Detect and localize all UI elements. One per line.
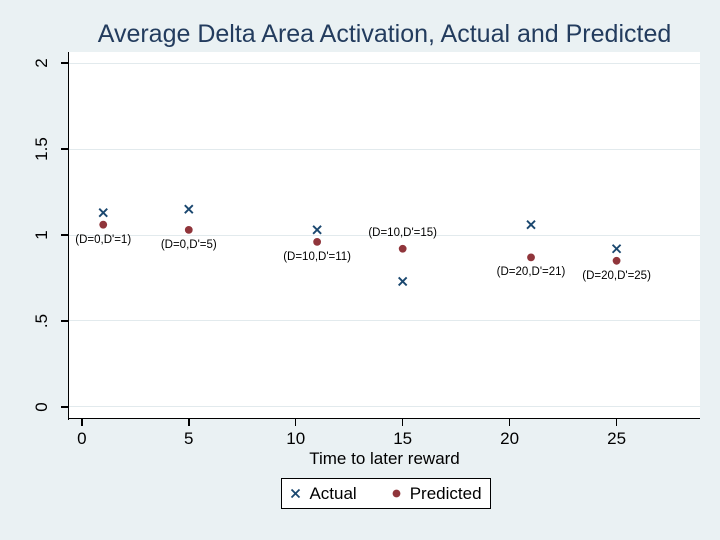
x-tick-label: 10 <box>286 429 306 448</box>
y-tick <box>61 62 69 64</box>
point-annotation: (D=10,D'=15) <box>368 226 438 239</box>
predicted-marker <box>527 253 535 262</box>
x-tick-label: 20 <box>500 429 520 448</box>
dot-marker-icon <box>392 489 401 498</box>
legend-entry-predicted: Predicted <box>391 484 482 504</box>
x-tick-label: 0 <box>77 429 87 448</box>
point-annotation: (D=0,D'=1) <box>75 233 132 246</box>
x-tick <box>615 418 618 426</box>
y-tick <box>61 320 69 322</box>
x-tick <box>508 418 511 426</box>
predicted-marker <box>184 225 193 234</box>
x-marker-icon <box>291 488 301 499</box>
actual-marker <box>526 220 536 230</box>
gridline <box>69 148 700 150</box>
actual-marker <box>611 244 622 254</box>
x-tick <box>294 418 297 426</box>
x-tick-label: 5 <box>184 429 194 448</box>
gridline <box>69 320 700 322</box>
predicted-marker <box>313 237 322 246</box>
plot-area <box>69 52 700 418</box>
legend-label-predicted: Predicted <box>409 483 482 503</box>
gridline <box>69 406 700 408</box>
predicted-marker <box>398 244 407 253</box>
legend-label-actual: Actual <box>309 483 357 503</box>
x-tick <box>188 418 190 426</box>
y-tick <box>61 148 69 150</box>
y-tick <box>61 234 69 236</box>
y-tick <box>61 406 69 408</box>
actual-marker <box>98 207 108 218</box>
point-annotation: (D=0,D'=5) <box>160 238 217 251</box>
x-tick-label: 15 <box>393 429 413 448</box>
y-axis-line <box>67 52 69 420</box>
gridline <box>69 234 700 236</box>
x-tick <box>81 418 83 426</box>
x-tick-label: 25 <box>607 429 627 448</box>
legend-box: Actual Predicted <box>281 478 491 509</box>
x-tick <box>401 418 404 426</box>
x-axis-title: Time to later reward <box>309 449 460 468</box>
legend-entry-actual: Actual <box>290 483 357 504</box>
actual-marker <box>312 225 322 235</box>
x-axis-line <box>67 417 700 419</box>
predicted-marker <box>612 256 621 265</box>
point-annotation: (D=10,D'=11) <box>283 250 352 263</box>
point-annotation: (D=20,D'=25) <box>582 269 651 282</box>
predicted-marker <box>99 220 108 229</box>
actual-marker <box>184 204 194 214</box>
actual-marker <box>398 276 408 287</box>
chart-title: Average Delta Area Activation, Actual an… <box>97 20 672 48</box>
point-annotation: (D=20,D'=21) <box>496 266 566 279</box>
gridline <box>69 62 700 64</box>
